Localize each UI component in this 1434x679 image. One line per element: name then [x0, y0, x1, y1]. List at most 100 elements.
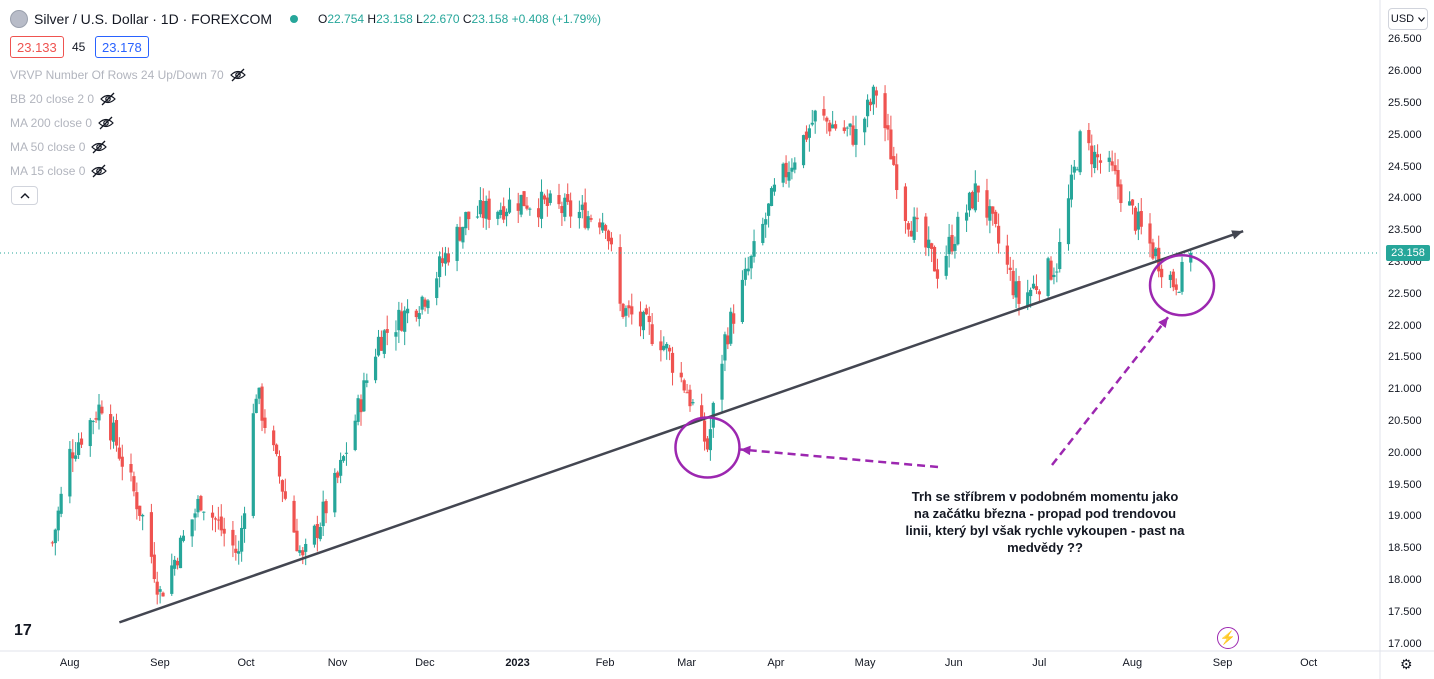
candle-body	[312, 525, 317, 545]
candle-body	[618, 247, 622, 304]
candle-body	[1110, 161, 1114, 166]
sell-price-button[interactable]: 23.133	[10, 36, 64, 58]
candle-body	[662, 345, 666, 350]
candle-body	[665, 343, 669, 349]
time-tick-label: Sep	[1212, 657, 1233, 669]
time-tick-label: Oct	[237, 657, 255, 669]
candle-body	[810, 122, 814, 125]
collapse-legend-button[interactable]	[11, 186, 38, 205]
candle-body	[889, 129, 893, 160]
candle-body	[522, 191, 526, 207]
candle-body	[109, 414, 113, 441]
tradingview-logo[interactable]: 17	[14, 622, 32, 639]
candle-body	[1136, 211, 1140, 230]
candle-body	[1189, 252, 1193, 263]
candle-body	[1154, 248, 1158, 257]
candle-body	[152, 554, 156, 580]
candle-body	[79, 438, 84, 445]
candle-body	[1052, 274, 1056, 278]
candle-body	[874, 90, 878, 96]
candle-body	[828, 122, 832, 132]
candle-body	[1168, 274, 1172, 281]
candle-body	[161, 592, 165, 597]
eye-hidden-icon[interactable]	[229, 67, 246, 83]
candle-body	[702, 420, 707, 442]
candle-body	[496, 211, 500, 219]
candle-body	[362, 380, 366, 412]
lightning-icon[interactable]: ⚡	[1217, 627, 1239, 649]
candle-body	[932, 246, 937, 272]
candle-body	[274, 444, 279, 455]
annotation-text[interactable]: Trh se stříbrem v podobném momentu jako …	[905, 489, 1185, 555]
price-tick-label: 25.000	[1388, 128, 1422, 141]
candle-body	[988, 206, 992, 221]
annotation-arrow-august-head	[1158, 317, 1169, 328]
candle-body	[1174, 284, 1178, 290]
spread-value: 45	[72, 40, 86, 54]
high-key: H	[367, 12, 377, 26]
candle-body	[601, 222, 605, 231]
candle-body	[1069, 174, 1073, 200]
symbol-header: Silver / U.S. Dollar · 1D · FOREXCOM O22…	[10, 8, 601, 30]
candle-body	[484, 200, 488, 219]
candle-body	[283, 491, 287, 499]
annotation-arrow-august	[1051, 316, 1170, 466]
candle-body	[976, 185, 980, 193]
candle-body	[1072, 166, 1076, 173]
candle-body	[181, 535, 186, 541]
candle-body	[475, 216, 480, 218]
indicator-row[interactable]: MA 50 close 0	[10, 138, 108, 156]
candle-body	[251, 413, 255, 516]
silver-symbol-icon[interactable]	[10, 10, 28, 28]
candle-body	[851, 125, 855, 145]
eye-hidden-icon[interactable]	[91, 139, 108, 155]
price-tick-label: 23.500	[1388, 224, 1422, 237]
candle-body	[548, 193, 552, 203]
candle-body	[193, 513, 197, 518]
candle-body	[973, 183, 977, 211]
candle-body	[117, 447, 121, 459]
candle-body	[726, 335, 730, 345]
candle-body	[746, 268, 750, 272]
candle-body	[1011, 270, 1015, 296]
currency-button[interactable]: USD	[1388, 8, 1428, 30]
buy-price-button[interactable]: 23.178	[95, 36, 149, 58]
candle-body	[216, 519, 220, 521]
candle-body	[708, 429, 712, 451]
candle-body	[682, 380, 686, 391]
candle-body	[603, 225, 608, 231]
highlight-circle	[674, 416, 741, 479]
price-tick-label: 21.500	[1388, 351, 1422, 364]
candle-body	[825, 117, 829, 122]
time-tick-label: Nov	[327, 657, 348, 669]
eye-hidden-icon[interactable]	[100, 91, 116, 107]
candle-body	[670, 352, 675, 373]
indicator-row[interactable]: BB 20 close 2 0	[10, 90, 116, 108]
eye-hidden-icon[interactable]	[98, 115, 114, 131]
gear-icon[interactable]: ⚙	[1400, 656, 1413, 672]
annotation-arrow-march-head	[740, 445, 751, 456]
candle-body	[120, 456, 124, 467]
candle-body	[129, 463, 133, 473]
candle-body	[170, 565, 174, 594]
indicator-row[interactable]: MA 15 close 0	[10, 162, 108, 180]
candle-body	[74, 455, 78, 459]
price-tick-label: 17.000	[1388, 637, 1422, 650]
eye-hidden-icon[interactable]	[91, 163, 108, 179]
candle-body	[644, 308, 648, 315]
candle-body	[525, 205, 529, 209]
indicator-row[interactable]: MA 200 close 0	[10, 114, 114, 132]
time-tick-label: Aug	[59, 657, 80, 669]
candle-body	[569, 200, 573, 217]
candle-body	[647, 315, 651, 323]
candle-body	[301, 550, 305, 556]
candle-body	[1180, 261, 1184, 292]
candle-body	[1026, 292, 1030, 307]
candle-body	[272, 430, 276, 446]
candle-body	[947, 236, 951, 255]
indicator-row[interactable]: VRVP Number Of Rows 24 Up/Down 70	[10, 66, 246, 84]
chevron-up-icon	[20, 192, 29, 198]
symbol-title[interactable]: Silver / U.S. Dollar · 1D · FOREXCOM	[34, 11, 273, 27]
candle-body	[260, 386, 264, 421]
